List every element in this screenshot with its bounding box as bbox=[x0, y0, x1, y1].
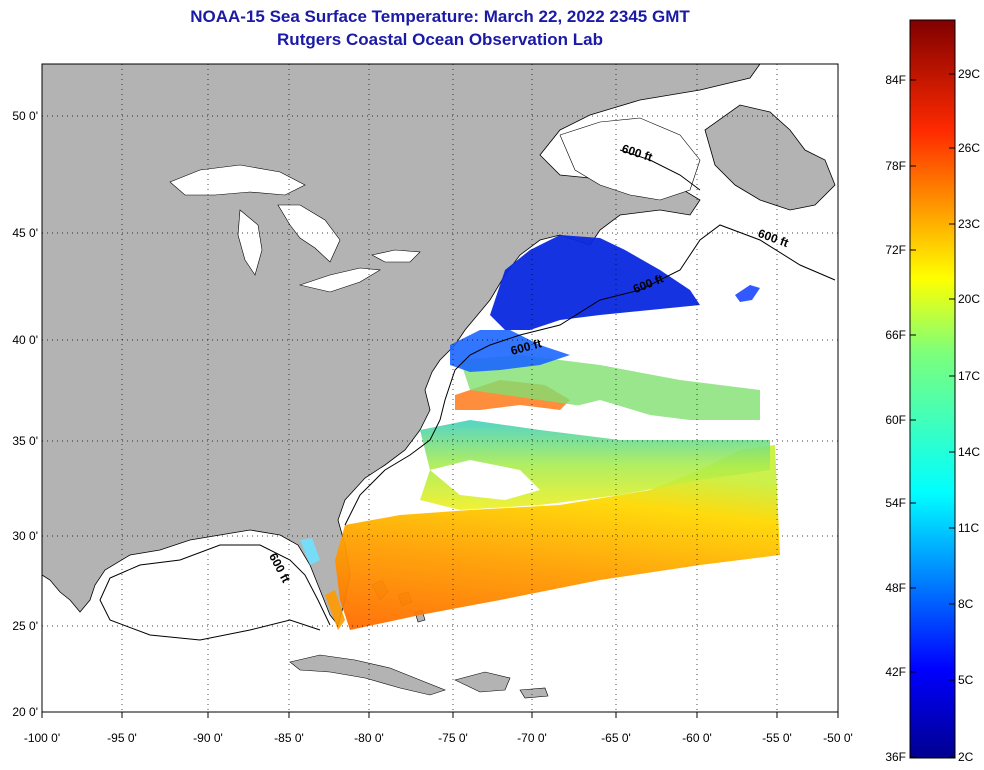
cloud-mask bbox=[430, 318, 765, 500]
lon-tick-label: -100 0' bbox=[24, 731, 60, 745]
lat-tick-label: 30 0' bbox=[12, 529, 38, 543]
colorbar-c-label: 26C bbox=[958, 141, 980, 155]
great-lakes bbox=[169, 164, 421, 293]
lon-tick-label: -95 0' bbox=[107, 731, 137, 745]
lat-tick-label: 25 0' bbox=[12, 619, 38, 633]
colorbar-c-label: 11C bbox=[958, 521, 979, 535]
colorbar-f-label: 36F bbox=[885, 750, 906, 764]
graticule bbox=[42, 64, 838, 712]
lon-tick-label: -60 0' bbox=[682, 731, 712, 745]
colorbar-f-label: 84F bbox=[885, 73, 906, 87]
colorbar-ticks: 84F 78F 72F 66F 60F 54F 48F 42F 36F 29C 26C 23C 20C 1… bbox=[885, 67, 980, 764]
lon-tick-label: -85 0' bbox=[274, 731, 304, 745]
isobath-600ft bbox=[99, 149, 836, 641]
map-title: NOAA-15 Sea Surface Temperature: March 2… bbox=[190, 7, 690, 26]
lat-tick-label: 45 0' bbox=[12, 226, 38, 240]
lat-tick-label: 40 0' bbox=[12, 333, 38, 347]
lat-tick-label: 20 0' bbox=[12, 705, 38, 719]
colorbar-f-label: 60F bbox=[885, 413, 906, 427]
colorbar-f-label: 42F bbox=[885, 665, 906, 679]
colorbar-f-label: 78F bbox=[885, 159, 906, 173]
colorbar-c-label: 14C bbox=[958, 445, 980, 459]
colorbar-c-label: 8C bbox=[958, 597, 974, 611]
colorbar-f-label: 54F bbox=[885, 496, 906, 510]
lon-tick-label: -55 0' bbox=[762, 731, 792, 745]
colorbar-c-label: 20C bbox=[958, 292, 980, 306]
latitude-axis: 50 0' 45 0' 40 0' 35 0' 30 0' 25 0' 20 0' bbox=[12, 109, 38, 719]
gulf-st-lawrence bbox=[559, 117, 701, 201]
lon-tick-label: -65 0' bbox=[601, 731, 631, 745]
lon-tick-label: -90 0' bbox=[193, 731, 223, 745]
map-subtitle: Rutgers Coastal Ocean Observation Lab bbox=[277, 30, 603, 49]
colorbar-f-label: 48F bbox=[885, 581, 906, 595]
colorbar-c-label: 2C bbox=[958, 750, 974, 764]
longitude-axis: -100 0' -95 0' -90 0' -85 0' -80 0' -75 0' -70… bbox=[24, 712, 853, 745]
lat-tick-label: 35 0' bbox=[12, 434, 38, 448]
colorbar bbox=[909, 19, 956, 759]
colorbar-c-label: 17C bbox=[958, 369, 980, 383]
lon-tick-label: -70 0' bbox=[517, 731, 547, 745]
newfoundland-land bbox=[704, 104, 836, 211]
map-area: 600 ft 600 ft 600 ft 600 ft 600 ft bbox=[42, 64, 838, 712]
lon-tick-label: -50 0' bbox=[823, 731, 853, 745]
lon-tick-label: -75 0' bbox=[438, 731, 468, 745]
map-frame bbox=[41, 63, 839, 713]
colorbar-f-label: 66F bbox=[885, 328, 906, 342]
colorbar-c-label: 23C bbox=[958, 217, 980, 231]
colorbar-c-label: 5C bbox=[958, 673, 974, 687]
lon-tick-label: -80 0' bbox=[354, 731, 384, 745]
colorbar-f-label: 72F bbox=[885, 243, 906, 257]
colorbar-c-label: 29C bbox=[958, 67, 980, 81]
lat-tick-label: 50 0' bbox=[12, 109, 38, 123]
